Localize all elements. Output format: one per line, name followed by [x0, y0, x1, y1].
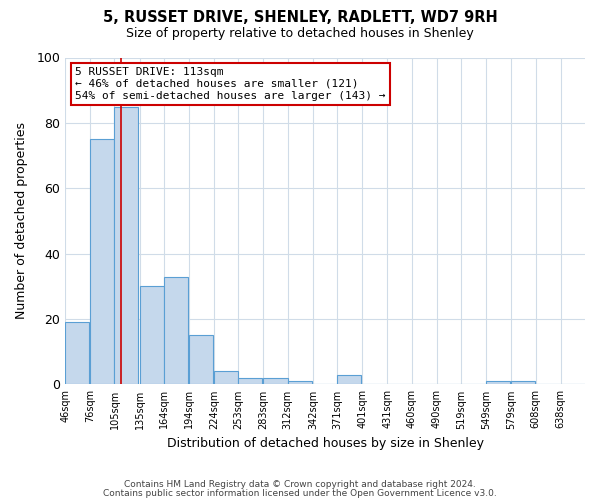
Bar — [214, 372, 238, 384]
X-axis label: Distribution of detached houses by size in Shenley: Distribution of detached houses by size … — [167, 437, 484, 450]
Bar — [115, 106, 139, 384]
Bar — [486, 381, 510, 384]
Text: Contains HM Land Registry data © Crown copyright and database right 2024.: Contains HM Land Registry data © Crown c… — [124, 480, 476, 489]
Bar — [238, 378, 262, 384]
Y-axis label: Number of detached properties: Number of detached properties — [15, 122, 28, 320]
Text: Contains public sector information licensed under the Open Government Licence v3: Contains public sector information licen… — [103, 490, 497, 498]
Bar — [288, 381, 312, 384]
Bar — [65, 322, 89, 384]
Bar — [511, 381, 535, 384]
Bar — [263, 378, 287, 384]
Bar — [189, 336, 213, 384]
Bar — [90, 139, 114, 384]
Bar — [337, 374, 361, 384]
Text: 5, RUSSET DRIVE, SHENLEY, RADLETT, WD7 9RH: 5, RUSSET DRIVE, SHENLEY, RADLETT, WD7 9… — [103, 10, 497, 25]
Bar — [164, 276, 188, 384]
Bar — [140, 286, 164, 384]
Text: Size of property relative to detached houses in Shenley: Size of property relative to detached ho… — [126, 28, 474, 40]
Text: 5 RUSSET DRIVE: 113sqm
← 46% of detached houses are smaller (121)
54% of semi-de: 5 RUSSET DRIVE: 113sqm ← 46% of detached… — [76, 68, 386, 100]
